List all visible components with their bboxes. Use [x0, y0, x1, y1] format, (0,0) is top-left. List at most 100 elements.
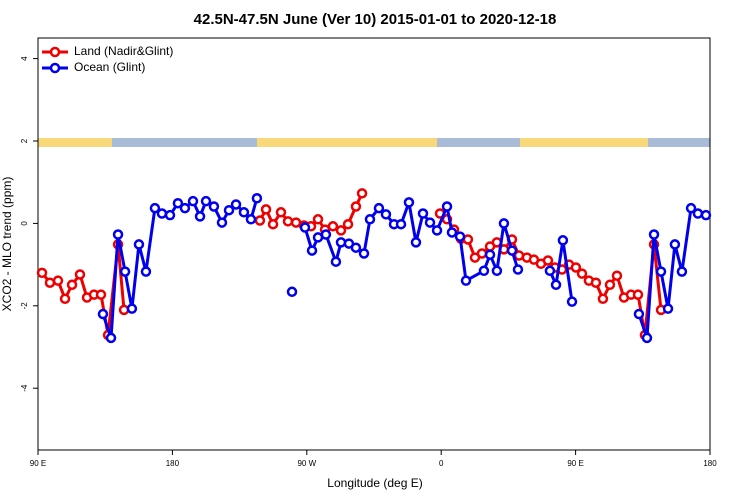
legend-marker — [49, 62, 61, 74]
data-point — [498, 218, 510, 229]
land-band — [520, 138, 648, 147]
series-line — [101, 196, 707, 339]
data-point — [275, 207, 287, 218]
data-point — [59, 293, 71, 305]
y-tick-label: -4 — [20, 384, 29, 392]
data-point — [570, 262, 582, 273]
x-tick-label: 90 E — [567, 459, 583, 468]
data-point — [97, 308, 109, 320]
data-point — [512, 264, 524, 275]
y-axis-label: XCO2 - MLO trend (ppm) — [0, 177, 14, 312]
data-point — [350, 242, 362, 253]
data-point — [133, 239, 145, 250]
plot-frame — [37, 37, 711, 451]
data-point — [105, 332, 117, 344]
chart-title: 42.5N-47.5N June (Ver 10) 2015-01-01 to … — [194, 11, 557, 28]
data-point — [576, 268, 588, 279]
y-tick-label: -2 — [20, 302, 29, 310]
x-tick-label: 0 — [439, 459, 444, 468]
data-point — [260, 204, 272, 215]
data-point — [410, 237, 422, 248]
data-point — [417, 208, 429, 219]
data-point — [676, 266, 688, 277]
data-point — [395, 218, 407, 230]
data-point — [544, 265, 556, 277]
legend-marker — [49, 46, 61, 58]
data-point — [208, 201, 220, 212]
land-band — [38, 138, 112, 147]
data-point — [200, 195, 212, 207]
data-point — [306, 245, 318, 256]
data-point — [476, 248, 488, 259]
data-point — [403, 197, 415, 208]
data-point — [286, 286, 298, 298]
data-point — [254, 215, 266, 226]
data-point — [179, 202, 191, 214]
data-point — [662, 303, 674, 314]
data-point — [312, 214, 324, 225]
x-axis-label: Longitude (deg E) — [327, 476, 422, 490]
data-point — [320, 229, 332, 240]
data-point — [238, 207, 250, 218]
data-point — [245, 214, 257, 225]
data-point — [95, 289, 107, 300]
data-point — [140, 266, 152, 277]
data-point — [648, 229, 660, 240]
data-point — [350, 201, 362, 212]
data-point — [454, 231, 466, 242]
data-point — [230, 199, 242, 210]
x-tick-label: 90 E — [30, 459, 46, 468]
x-tick-label: 90 W — [297, 459, 316, 468]
data-point — [52, 275, 64, 286]
data-point — [460, 275, 472, 286]
data-point — [506, 245, 518, 256]
data-point — [74, 269, 86, 280]
data-point — [632, 289, 644, 300]
data-point — [590, 277, 602, 288]
data-point — [282, 216, 294, 227]
data-point — [424, 217, 436, 228]
land-band — [257, 138, 437, 147]
data-point — [478, 265, 490, 277]
legend-label: Ocean (Glint) — [74, 60, 145, 74]
data-point — [299, 222, 311, 233]
data-point — [566, 296, 578, 307]
data-point — [685, 202, 697, 214]
data-point — [597, 293, 609, 305]
data-point — [655, 266, 667, 277]
data-point — [156, 208, 168, 219]
data-point — [557, 235, 569, 246]
data-point — [491, 265, 503, 277]
data-point — [358, 248, 370, 259]
data-point — [44, 277, 56, 288]
data-point — [611, 270, 623, 281]
data-point — [700, 209, 712, 221]
data-point — [335, 225, 347, 236]
x-tick-label: 180 — [166, 459, 180, 468]
y-tick-label: 0 — [20, 221, 29, 226]
data-point — [36, 267, 48, 279]
x-tick-label: 180 — [703, 459, 717, 468]
data-point — [172, 197, 184, 209]
data-point — [342, 218, 354, 230]
data-point — [380, 209, 392, 220]
y-tick-label: 4 — [20, 56, 29, 61]
data-point — [356, 188, 368, 199]
data-point — [604, 279, 616, 291]
data-point — [66, 279, 78, 291]
data-point — [187, 195, 199, 207]
data-point — [431, 225, 443, 236]
data-point — [327, 221, 339, 232]
data-point — [149, 202, 161, 214]
legend-label: Land (Nadir&Glint) — [74, 44, 173, 58]
data-point — [194, 211, 206, 222]
data-point — [364, 214, 376, 225]
data-point — [164, 209, 176, 221]
data-point — [251, 193, 263, 204]
data-point — [669, 239, 681, 250]
data-point — [441, 201, 453, 212]
data-point — [633, 308, 645, 320]
data-point — [550, 279, 562, 291]
data-point — [119, 266, 131, 277]
